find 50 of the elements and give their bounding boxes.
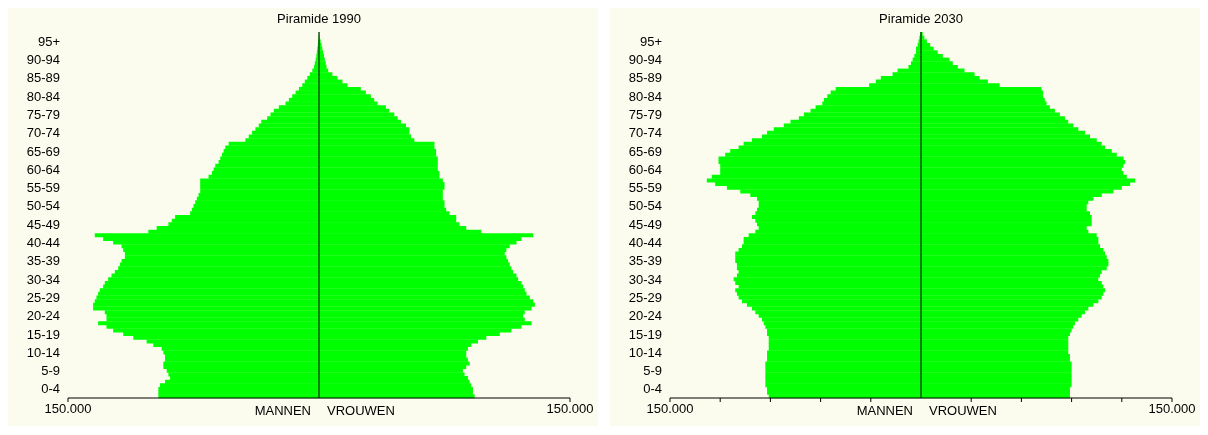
y-tick-label: 80-84	[628, 88, 662, 104]
y-tick-label: 75-79	[26, 106, 60, 122]
y-tick-label: 10-14	[26, 344, 60, 360]
y-tick-label: 5-9	[41, 363, 60, 379]
y-tick-label: 85-89	[26, 70, 60, 86]
y-tick-label: 35-39	[628, 253, 662, 269]
series-label: MANNEN	[856, 403, 913, 418]
y-tick-label: 20-24	[628, 308, 662, 324]
y-tick-label: 30-34	[628, 271, 662, 287]
y-tick-label: 50-54	[628, 198, 662, 214]
y-tick-label: 45-49	[628, 216, 662, 232]
y-tick-label: 15-19	[26, 326, 60, 342]
chart-title: Piramide 2030	[878, 10, 964, 28]
y-tick-label: 15-19	[628, 326, 662, 342]
series-label: MANNEN	[254, 403, 311, 418]
y-tick-label: 0-4	[41, 381, 60, 397]
series-label: VROUWEN	[929, 403, 997, 418]
y-tick-label: 25-29	[628, 289, 662, 305]
y-tick-label: 70-74	[26, 125, 60, 141]
y-tick-label: 20-24	[26, 308, 60, 324]
y-tick-label: 55-59	[26, 180, 60, 196]
chart-title: Piramide 1990	[276, 10, 362, 28]
y-tick-label: 5-9	[643, 363, 662, 379]
y-tick-label: 70-74	[628, 125, 662, 141]
y-tick-label: 95+	[639, 33, 662, 49]
y-tick-label: 65-69	[628, 143, 662, 159]
y-tick-label: 30-34	[26, 271, 60, 287]
y-tick-label: 90-94	[26, 52, 60, 68]
x-tick-label: 150.000	[1148, 401, 1196, 417]
y-tick-label: 75-79	[628, 106, 662, 122]
series-label: VROUWEN	[327, 403, 395, 418]
y-tick-label: 95+	[37, 33, 60, 49]
y-tick-label: 10-14	[628, 344, 662, 360]
y-tick-label: 60-64	[628, 161, 662, 177]
y-tick-label: 25-29	[26, 289, 60, 305]
y-tick-label: 0-4	[643, 381, 662, 397]
y-tick-label: 90-94	[628, 52, 662, 68]
y-tick-label: 80-84	[26, 88, 60, 104]
y-tick-label: 60-64	[26, 161, 60, 177]
y-tick-label: 50-54	[26, 198, 60, 214]
x-tick-label: 150.000	[44, 401, 92, 417]
y-tick-label: 40-44	[26, 235, 60, 251]
y-tick-label: 85-89	[628, 70, 662, 86]
x-tick-label: 150.000	[646, 401, 694, 417]
y-tick-label: 40-44	[628, 235, 662, 251]
y-tick-label: 45-49	[26, 216, 60, 232]
y-tick-label: 35-39	[26, 253, 60, 269]
x-tick-label: 150.000	[546, 401, 594, 417]
y-tick-label: 65-69	[26, 143, 60, 159]
y-tick-label: 55-59	[628, 180, 662, 196]
